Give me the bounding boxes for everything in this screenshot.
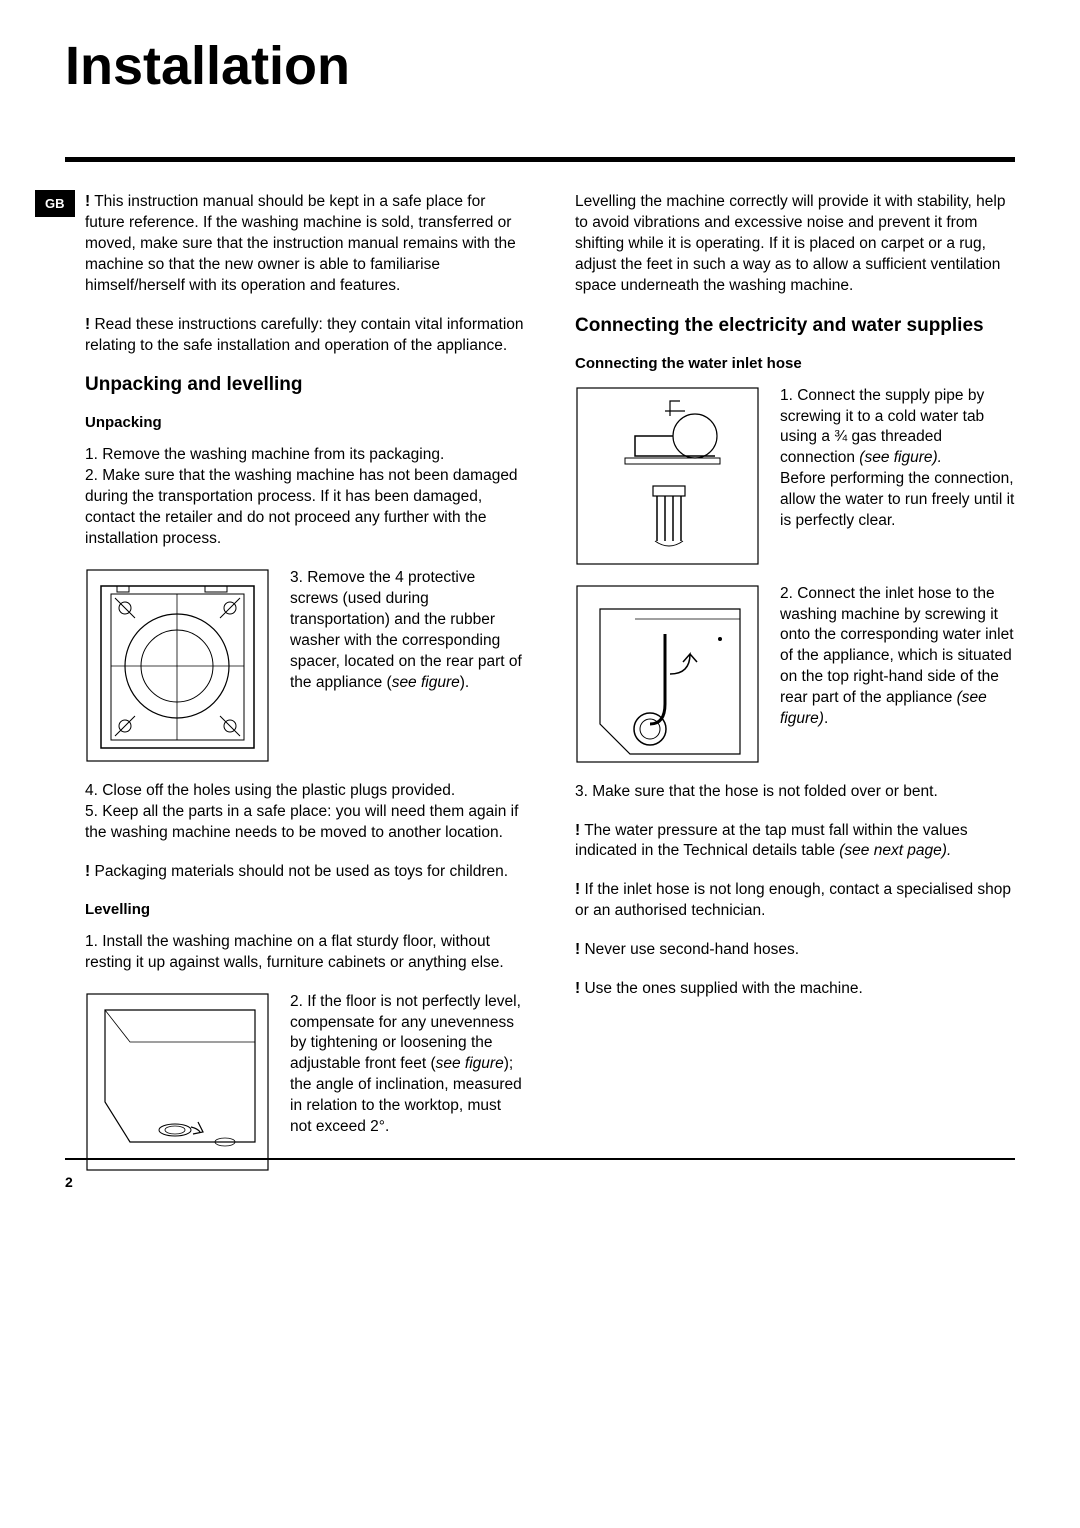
figure-row-screws: 3. Remove the 4 protective screws (used …: [85, 568, 525, 763]
levelling-step-2: 2. If the floor is not perfectly level, …: [290, 992, 525, 1138]
intro-paragraph-1: ! This instruction manual should be kept…: [85, 192, 525, 297]
language-tab: GB: [35, 190, 75, 217]
unpacking-heading: Unpacking and levelling: [85, 374, 525, 396]
figure-row-tap: 1. Connect the supply pipe by screwing i…: [575, 386, 1015, 566]
warn-children: ! Packaging materials should not be used…: [85, 862, 525, 883]
unpacking-subheading: Unpacking: [85, 414, 525, 431]
levelling-step-1: 1. Install the washing machine on a flat…: [85, 932, 525, 974]
divider-footer: [65, 1158, 1015, 1160]
figure-row-levelling: 2. If the floor is not perfectly level, …: [85, 992, 525, 1172]
figure-screws: [85, 568, 270, 763]
levelling-intro: Levelling the machine correctly will pro…: [575, 192, 1015, 297]
page-title: Installation: [65, 35, 1015, 97]
warn-length: ! If the inlet hose is not long enough, …: [575, 880, 1015, 922]
connecting-step-1: 1. Connect the supply pipe by screwing i…: [780, 386, 1015, 532]
connecting-subheading: Connecting the water inlet hose: [575, 355, 1015, 372]
connecting-heading: Connecting the electricity and water sup…: [575, 315, 1015, 337]
figure-levelling: [85, 992, 270, 1172]
connecting-step-3: 3. Make sure that the hose is not folded…: [575, 782, 1015, 803]
warn-secondhand: ! Never use second-hand hoses.: [575, 940, 1015, 961]
figure-row-inlet: 2. Connect the inlet hose to the washing…: [575, 584, 1015, 764]
connecting-step-2: 2. Connect the inlet hose to the washing…: [780, 584, 1015, 730]
divider-main: [65, 157, 1015, 162]
right-column: Levelling the machine correctly will pro…: [575, 192, 1015, 1190]
warn-pressure: ! The water pressure at the tap must fal…: [575, 821, 1015, 863]
warn-supplied: ! Use the ones supplied with the machine…: [575, 979, 1015, 1000]
figure-inlet: [575, 584, 760, 764]
unpacking-step-3: 3. Remove the 4 protective screws (used …: [290, 568, 525, 694]
unpacking-steps-4-5: 4. Close off the holes using the plastic…: [85, 781, 525, 844]
levelling-subheading: Levelling: [85, 901, 525, 918]
unpacking-steps-1-2: 1. Remove the washing machine from its p…: [85, 445, 525, 550]
page-number: 2: [65, 1174, 73, 1190]
figure-tap: [575, 386, 760, 566]
left-column: ! This instruction manual should be kept…: [85, 192, 525, 1190]
content-columns: ! This instruction manual should be kept…: [85, 192, 1015, 1190]
intro-paragraph-2: ! Read these instructions carefully: the…: [85, 315, 525, 357]
